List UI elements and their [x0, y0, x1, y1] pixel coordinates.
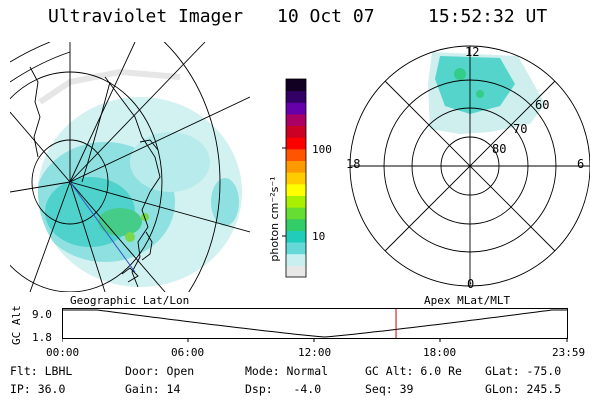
colorbar-cell [286, 148, 306, 162]
polar-mlt-plot [349, 45, 590, 287]
polar-emission [428, 52, 545, 134]
mlt-label-18: 18 [346, 157, 361, 171]
x-tick-1800: 18:00 [423, 346, 457, 359]
x-tick-0600: 06:00 [171, 346, 205, 359]
mlt-label-12: 12 [465, 45, 480, 59]
colorbar-cell [286, 137, 306, 150]
colorbar-cell [286, 172, 306, 185]
colorbar-cell [286, 79, 306, 92]
x-tick-2359: 23:59 [552, 346, 586, 359]
colorbar-tick-100: 100 [312, 143, 332, 156]
time-label: 15:52:32 UT [428, 6, 548, 27]
colorbar-cell [286, 218, 306, 231]
lat-lon-grid [10, 42, 250, 292]
glon-info: GLon: 245.5 [485, 382, 562, 396]
lat-label-80: 80 [492, 142, 507, 156]
x-axis-ticks [62, 338, 568, 342]
timeline-left-label: Geographic Lat/Lon [70, 294, 190, 307]
colorbar-cell [286, 90, 306, 103]
lat-label-60: 60 [535, 98, 550, 112]
colorbar-label: photon cm⁻²s⁻¹ [268, 176, 281, 261]
colorbar-cell [286, 265, 306, 278]
satellite-track [69, 181, 136, 273]
date-label: 10 Oct 07 [277, 6, 375, 27]
timeline-axis-label: GC Alt [10, 305, 23, 345]
ip-info: IP: 36.0 [10, 382, 66, 396]
colorbar-cell [286, 230, 306, 243]
door-info: Door: Open [125, 364, 195, 378]
geographic-map [10, 42, 250, 292]
y-tick-low: 1.8 [32, 331, 52, 344]
altitude-curve [62, 309, 567, 338]
x-tick-1200: 12:00 [298, 346, 332, 359]
mlt-label-0: 0 [467, 277, 475, 291]
seq-info: Seq: 39 [365, 382, 414, 396]
colorbar-cell [286, 160, 306, 173]
gc-alt-info: GC Alt: 6.0 Re [365, 364, 462, 378]
timeline-right-label: Apex MLat/MLT [424, 294, 511, 307]
colorbar-cell [286, 207, 306, 220]
mode-info: Mode: Normal [245, 364, 329, 378]
filter-info: Flt: LBHL [10, 364, 73, 378]
colorbar-cell [286, 125, 306, 138]
glat-info: GLat: -75.0 [485, 364, 562, 378]
colorbar-cell [286, 102, 306, 115]
color-scale-bar: photon cm⁻²s⁻¹ [268, 78, 307, 278]
lat-label-70: 70 [513, 122, 528, 136]
mlt-label-6: 6 [577, 157, 585, 171]
dsp-info: Dsp: -4.0 [245, 382, 322, 396]
altitude-timeline [62, 308, 568, 342]
colorbar-cell [286, 113, 306, 127]
x-tick-0000: 00:00 [46, 346, 80, 359]
gain-info: Gain: 14 [125, 382, 181, 396]
colorbar-cell [286, 183, 306, 196]
colorbar-cell [286, 253, 306, 266]
y-tick-high: 9.0 [32, 308, 52, 321]
polar-grid [349, 45, 590, 287]
colorbar-cell [286, 242, 306, 255]
instrument-title: Ultraviolet Imager [48, 6, 244, 27]
colorbar-tick-10: 10 [312, 230, 326, 243]
colorbar-cell [286, 195, 306, 208]
